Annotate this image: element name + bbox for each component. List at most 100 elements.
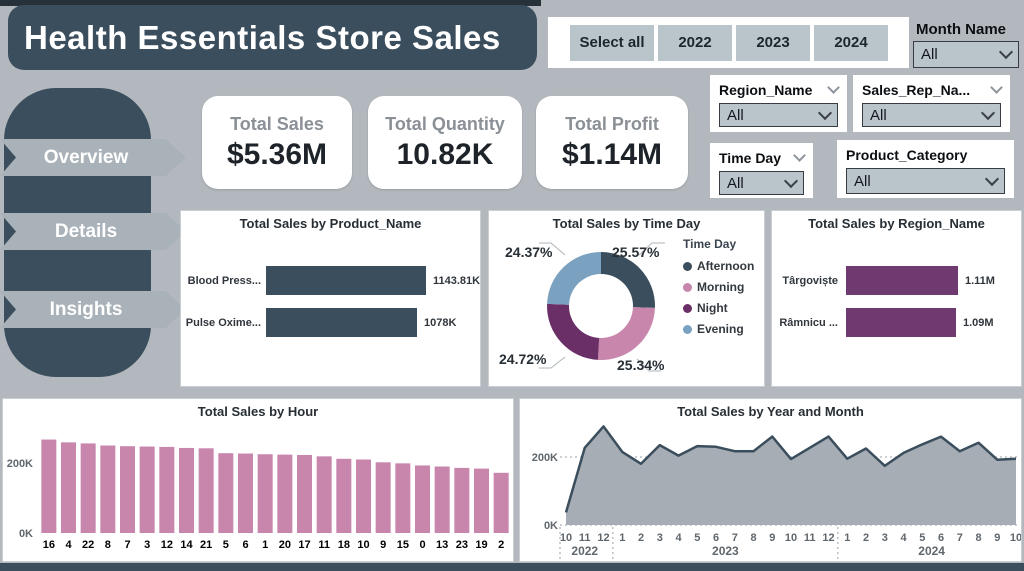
chevron-down-icon[interactable] xyxy=(793,149,806,162)
kpi-label: Total Quantity xyxy=(385,113,505,134)
x-tick-label: 7 xyxy=(124,539,130,551)
x-tick-label: 1 xyxy=(619,532,625,544)
donut-slice-morning[interactable] xyxy=(597,307,655,360)
bar[interactable] xyxy=(846,266,958,295)
time-day-filter-dropdown[interactable]: All xyxy=(719,171,804,195)
y-tick-label: 200K xyxy=(7,458,33,470)
bar-hour-1[interactable] xyxy=(257,454,273,533)
bar-hour-5[interactable] xyxy=(218,453,234,533)
bar-hour-7[interactable] xyxy=(120,446,135,533)
x-tick-label: 12 xyxy=(161,539,173,551)
month-filter-label: Month Name xyxy=(916,21,1006,38)
chevron-down-icon[interactable] xyxy=(990,81,1003,94)
bar-hour-15[interactable] xyxy=(395,463,411,533)
sidebar-item-details[interactable]: Details xyxy=(0,213,186,250)
bar-hour-4[interactable] xyxy=(61,442,76,533)
product-sales-bar-chart[interactable]: Blood Press... 1143.81K Pulse Oxime... 1078… xyxy=(181,211,480,386)
bar[interactable] xyxy=(266,266,426,295)
chevron-down-icon[interactable] xyxy=(827,81,840,94)
x-tick-label: 1 xyxy=(262,539,268,551)
sidebar-item-insights[interactable]: Insights xyxy=(0,291,186,328)
x-tick-label: 2 xyxy=(863,532,869,544)
bar-hour-0[interactable] xyxy=(415,465,430,533)
bar-hour-22[interactable] xyxy=(80,443,96,533)
bar-hour-10[interactable] xyxy=(356,459,371,534)
chart-title: Total Sales by Year and Month xyxy=(677,404,864,419)
bar-row: Pulse Oxime... 1078K xyxy=(181,308,480,338)
bar-hour-6[interactable] xyxy=(238,453,253,533)
bar-hour-14[interactable] xyxy=(179,447,194,533)
bar[interactable] xyxy=(846,308,956,337)
donut-slice-afternoon[interactable] xyxy=(601,252,655,308)
bar-hour-16[interactable] xyxy=(41,439,57,533)
kpi-total-sales: Total Sales $5.36M xyxy=(202,96,352,189)
donut-slice-night[interactable] xyxy=(547,303,600,360)
donut-slice-evening[interactable] xyxy=(547,252,601,305)
donut-pct-night: 24.72% xyxy=(499,351,547,367)
time-day-filter-card: Time Day All xyxy=(710,143,813,198)
legend-item-night[interactable]: Night xyxy=(683,301,754,315)
legend-item-morning[interactable]: Morning xyxy=(683,280,754,294)
legend-dot xyxy=(683,303,692,313)
x-tick-label: 20 xyxy=(279,539,291,551)
bar-hour-21[interactable] xyxy=(198,448,214,533)
x-tick-label: 10 xyxy=(357,539,369,551)
bar-hour-3[interactable] xyxy=(139,446,155,533)
month-filter-dropdown[interactable]: All xyxy=(913,41,1019,68)
x-tick-label: 13 xyxy=(436,539,448,551)
kpi-value: $1.14M xyxy=(561,137,663,171)
donut-legend: Time Day Afternoon Morning Night Evening xyxy=(683,237,754,343)
y-tick-label: 0K xyxy=(544,520,558,532)
timeday-donut-chart[interactable] xyxy=(489,211,764,386)
region-sales-bar-chart[interactable]: Târgoviște 1.11M Râmnicu ... 1.09M xyxy=(772,211,1021,386)
year-slicer: Select all 2022 2023 2024 xyxy=(548,17,909,68)
bar-hour-20[interactable] xyxy=(277,454,293,533)
region-filter-dropdown[interactable]: All xyxy=(719,103,838,127)
year-button-2023[interactable]: 2023 xyxy=(736,24,810,61)
sidebar-item-label: Details xyxy=(54,220,118,242)
product-category-filter-label: Product_Category xyxy=(846,147,968,163)
kpi-label: Total Profit xyxy=(565,113,659,134)
region-sales-chart-card: Total Sales by Region_Name Târgoviște 1.1… xyxy=(771,210,1022,387)
legend-dot xyxy=(683,261,692,271)
sales-rep-filter-value: All xyxy=(870,106,887,124)
x-tick-label: 8 xyxy=(975,532,981,544)
bar-hour-11[interactable] xyxy=(316,456,332,533)
bar-hour-19[interactable] xyxy=(474,468,489,533)
x-tick-label: 22 xyxy=(82,539,94,551)
bar-hour-13[interactable] xyxy=(434,466,450,534)
bar[interactable] xyxy=(266,308,417,337)
bar-hour-8[interactable] xyxy=(100,445,116,534)
year-button-2022[interactable]: 2022 xyxy=(658,24,732,61)
bar-hour-23[interactable] xyxy=(454,467,470,533)
x-tick-label: 3 xyxy=(657,532,663,544)
product-category-filter-dropdown[interactable]: All xyxy=(846,168,1005,194)
area-fill[interactable] xyxy=(566,426,1016,525)
year-button-2024[interactable]: 2024 xyxy=(814,24,888,61)
sidebar-item-overview[interactable]: Overview xyxy=(0,139,186,176)
kpi-total-profit: Total Profit $1.14M xyxy=(536,96,688,189)
region-filter-label: Region_Name xyxy=(719,82,813,98)
monthly-sales-chart-card: Total Sales by Year and Month 200K 0K 10 11… xyxy=(519,398,1022,562)
chevron-down-icon xyxy=(998,44,1014,60)
x-tick-label: 3 xyxy=(882,532,888,544)
legend-item-evening[interactable]: Evening xyxy=(683,322,754,336)
bar-hour-2[interactable] xyxy=(493,472,509,533)
sales-rep-filter-dropdown[interactable]: All xyxy=(862,103,1001,127)
bar-hour-12[interactable] xyxy=(159,446,175,533)
year-button-select-all[interactable]: Select all xyxy=(570,24,654,61)
x-tick-label: 23 xyxy=(456,539,468,551)
legend-item-afternoon[interactable]: Afternoon xyxy=(683,259,754,273)
hourly-sales-bar-chart[interactable]: 200K 0K 16 4 22 8 7 3 12 14 21 5 6 1 20 17 11 18 10 9 15 0 13 2… xyxy=(3,421,513,561)
bar-hour-17[interactable] xyxy=(297,454,312,533)
bar-hour-18[interactable] xyxy=(336,458,352,533)
donut-pct-afternoon: 25.57% xyxy=(612,244,660,260)
bar-value-label: 1143.81K xyxy=(433,275,481,287)
sales-rep-filter-label: Sales_Rep_Na... xyxy=(862,82,971,98)
legend-label: Evening xyxy=(697,322,744,336)
area-line[interactable] xyxy=(564,425,1017,513)
bar-hour-9[interactable] xyxy=(375,462,391,533)
year-label: 2023 xyxy=(712,544,739,558)
